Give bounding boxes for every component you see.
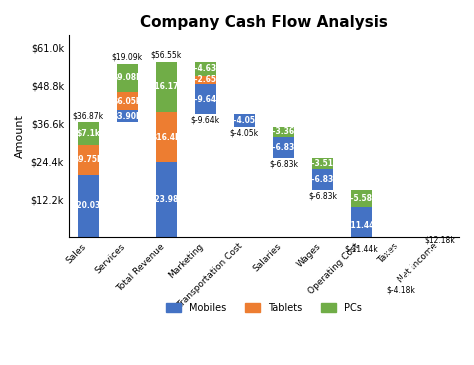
Text: $19.09k: $19.09k xyxy=(112,53,143,62)
Bar xyxy=(273,127,294,137)
Bar xyxy=(351,190,372,207)
Bar xyxy=(155,162,177,237)
Text: $-11.44k: $-11.44k xyxy=(345,245,378,253)
Text: $-4.18k: $-4.18k xyxy=(384,273,417,282)
Bar xyxy=(429,258,450,267)
Text: $56.55k: $56.55k xyxy=(151,51,182,60)
Bar xyxy=(429,267,450,284)
Text: $20.03k: $20.03k xyxy=(71,201,106,210)
Text: $-6.83k: $-6.83k xyxy=(269,160,298,169)
Bar xyxy=(390,260,411,271)
Text: $6.05k: $6.05k xyxy=(113,96,142,105)
Text: $-3.7k: $-3.7k xyxy=(387,261,414,270)
Bar xyxy=(155,112,177,162)
Bar xyxy=(195,62,216,76)
Text: $-11.44k: $-11.44k xyxy=(343,221,380,230)
Text: $-6.83k: $-6.83k xyxy=(306,175,338,184)
Bar xyxy=(273,137,294,158)
Text: $-6.83k: $-6.83k xyxy=(267,143,300,152)
Bar xyxy=(195,76,216,84)
Bar xyxy=(78,145,99,175)
Text: $-4.05k: $-4.05k xyxy=(228,116,260,125)
Bar xyxy=(155,62,177,112)
Text: $-2.65k: $-2.65k xyxy=(189,76,221,84)
Text: $9.75k: $9.75k xyxy=(74,155,103,164)
Bar xyxy=(312,158,333,169)
Text: $-4.18k: $-4.18k xyxy=(386,286,415,295)
Legend: Mobiles, Tablets, PCs: Mobiles, Tablets, PCs xyxy=(162,299,365,316)
Text: $-4.63k: $-4.63k xyxy=(189,64,221,73)
Text: $-9.64k: $-9.64k xyxy=(191,116,220,124)
Text: $36.87k: $36.87k xyxy=(73,112,104,121)
Bar xyxy=(195,84,216,114)
Bar xyxy=(390,271,411,284)
Text: $-3.36k: $-3.36k xyxy=(267,127,300,136)
Bar xyxy=(429,246,450,258)
Text: $-3.51k: $-3.51k xyxy=(306,159,338,168)
Text: $12.18k: $12.18k xyxy=(424,236,455,245)
Bar xyxy=(78,123,99,145)
Text: $7.1k: $7.1k xyxy=(76,129,100,138)
Text: $5.51k: $5.51k xyxy=(425,271,454,280)
Bar xyxy=(78,175,99,237)
Bar xyxy=(351,207,372,243)
Text: $9.08k: $9.08k xyxy=(113,73,142,82)
Title: Company Cash Flow Analysis: Company Cash Flow Analysis xyxy=(140,15,388,30)
Bar xyxy=(117,92,138,110)
Text: $16.17k: $16.17k xyxy=(149,82,183,91)
Text: $-6.83k: $-6.83k xyxy=(308,192,337,201)
Y-axis label: Amount: Amount xyxy=(15,114,25,158)
Text: $-5.46k: $-5.46k xyxy=(384,247,417,256)
Bar xyxy=(234,114,255,127)
Text: $-9.64k: $-9.64k xyxy=(189,95,221,104)
Bar xyxy=(117,110,138,123)
Bar xyxy=(117,64,138,92)
Text: $-4.05k: $-4.05k xyxy=(230,128,259,137)
Text: $-5.58k: $-5.58k xyxy=(346,194,377,203)
Text: $2.87k: $2.87k xyxy=(425,258,454,267)
Text: $3.8k: $3.8k xyxy=(428,248,452,257)
Text: $23.98k: $23.98k xyxy=(149,195,183,204)
Bar xyxy=(312,169,333,190)
Bar xyxy=(390,243,411,260)
Text: $3.90k: $3.90k xyxy=(113,112,142,121)
Text: $16.4k: $16.4k xyxy=(152,132,181,142)
